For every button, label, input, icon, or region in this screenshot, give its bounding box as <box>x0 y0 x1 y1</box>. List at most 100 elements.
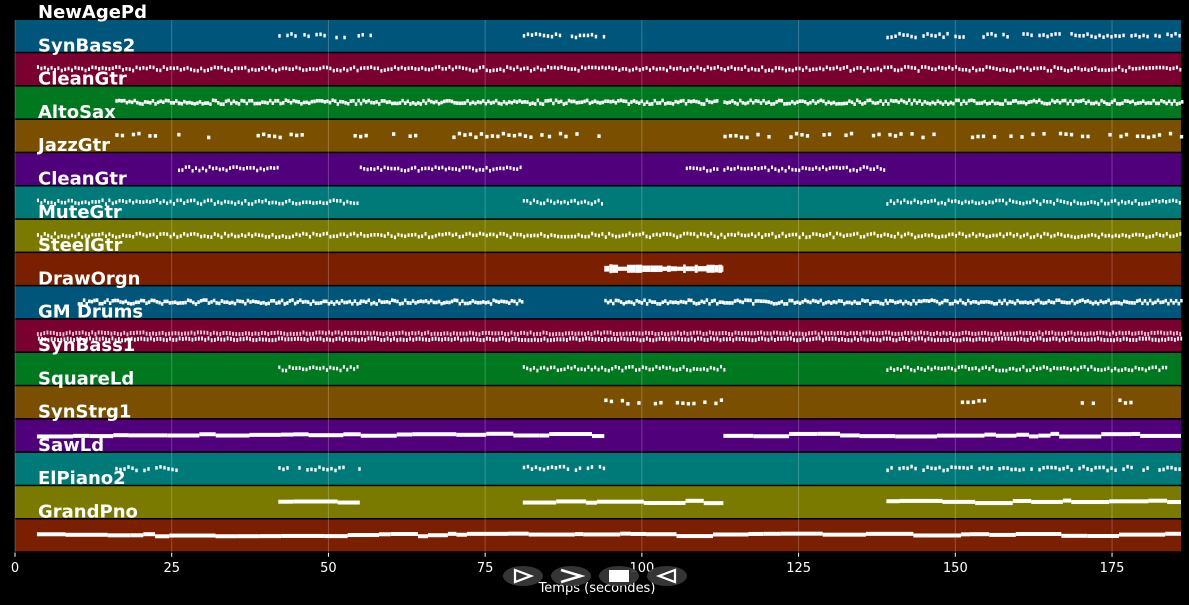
note <box>838 166 842 170</box>
note <box>344 101 347 105</box>
note <box>468 67 471 72</box>
note <box>444 167 447 172</box>
note <box>414 102 417 106</box>
note <box>1054 331 1057 336</box>
note <box>578 33 582 38</box>
note <box>1135 134 1140 139</box>
note <box>710 231 713 236</box>
note <box>753 434 790 439</box>
note <box>1031 132 1035 137</box>
note <box>239 337 242 342</box>
note <box>555 331 558 336</box>
note <box>1009 101 1012 106</box>
note <box>868 98 872 103</box>
note <box>556 337 559 342</box>
note <box>1118 102 1122 106</box>
note <box>1003 298 1006 303</box>
note <box>747 233 750 238</box>
note <box>534 465 538 470</box>
note <box>1141 367 1144 371</box>
note <box>944 202 947 206</box>
note <box>584 66 587 71</box>
note <box>150 298 153 303</box>
note <box>798 331 801 336</box>
note <box>421 66 424 70</box>
note <box>869 68 872 72</box>
note <box>900 67 903 72</box>
note <box>720 66 723 71</box>
note <box>155 534 170 539</box>
note <box>482 232 485 237</box>
note <box>315 232 318 237</box>
note <box>60 337 63 342</box>
note <box>888 299 892 303</box>
note <box>1168 199 1171 203</box>
note <box>847 338 850 343</box>
note <box>827 331 830 336</box>
note <box>127 465 130 469</box>
note <box>610 336 613 341</box>
track-lane[interactable] <box>15 386 1181 419</box>
note <box>620 398 625 403</box>
note <box>978 368 981 373</box>
note <box>514 336 517 341</box>
note <box>278 67 281 72</box>
note <box>397 67 400 71</box>
note <box>643 102 646 107</box>
note <box>1149 101 1153 105</box>
play-button[interactable] <box>503 566 543 586</box>
note <box>353 299 357 303</box>
note <box>399 337 402 342</box>
note <box>829 66 832 71</box>
note <box>709 168 712 173</box>
track-lane[interactable] <box>15 153 1181 185</box>
note <box>685 266 695 272</box>
track-lane[interactable] <box>15 20 1181 52</box>
note <box>298 366 301 370</box>
note <box>1112 330 1114 335</box>
note <box>383 165 386 170</box>
rewind-button[interactable] <box>647 566 687 586</box>
note <box>651 330 654 335</box>
note <box>281 533 325 538</box>
note <box>353 133 357 138</box>
note <box>1158 34 1161 39</box>
note <box>110 331 113 336</box>
note <box>1015 531 1062 536</box>
note <box>1004 336 1007 341</box>
note <box>1064 331 1066 336</box>
note <box>43 198 46 203</box>
track-lane[interactable] <box>15 319 1181 352</box>
note <box>388 100 391 104</box>
note <box>526 66 529 70</box>
note <box>318 330 321 335</box>
note <box>723 235 726 240</box>
note <box>827 300 830 304</box>
note <box>162 65 165 69</box>
note <box>1050 68 1053 73</box>
note <box>326 99 329 104</box>
note <box>420 167 424 171</box>
track-lane[interactable] <box>15 253 1181 285</box>
note <box>512 67 515 72</box>
track-lane[interactable] <box>15 452 1181 485</box>
note <box>764 337 767 342</box>
note <box>115 65 118 69</box>
note <box>1115 300 1118 305</box>
note <box>996 101 999 106</box>
stop-button[interactable] <box>599 566 639 586</box>
note <box>1106 338 1109 343</box>
note <box>281 101 285 105</box>
note <box>1073 331 1076 336</box>
note <box>364 133 368 138</box>
note <box>1135 338 1138 343</box>
note <box>149 336 152 341</box>
note <box>227 67 230 72</box>
note <box>648 331 650 336</box>
note <box>274 99 277 103</box>
note <box>306 468 309 472</box>
note <box>808 68 811 72</box>
note <box>84 331 87 336</box>
forward-button[interactable] <box>551 566 591 586</box>
note <box>922 34 925 38</box>
